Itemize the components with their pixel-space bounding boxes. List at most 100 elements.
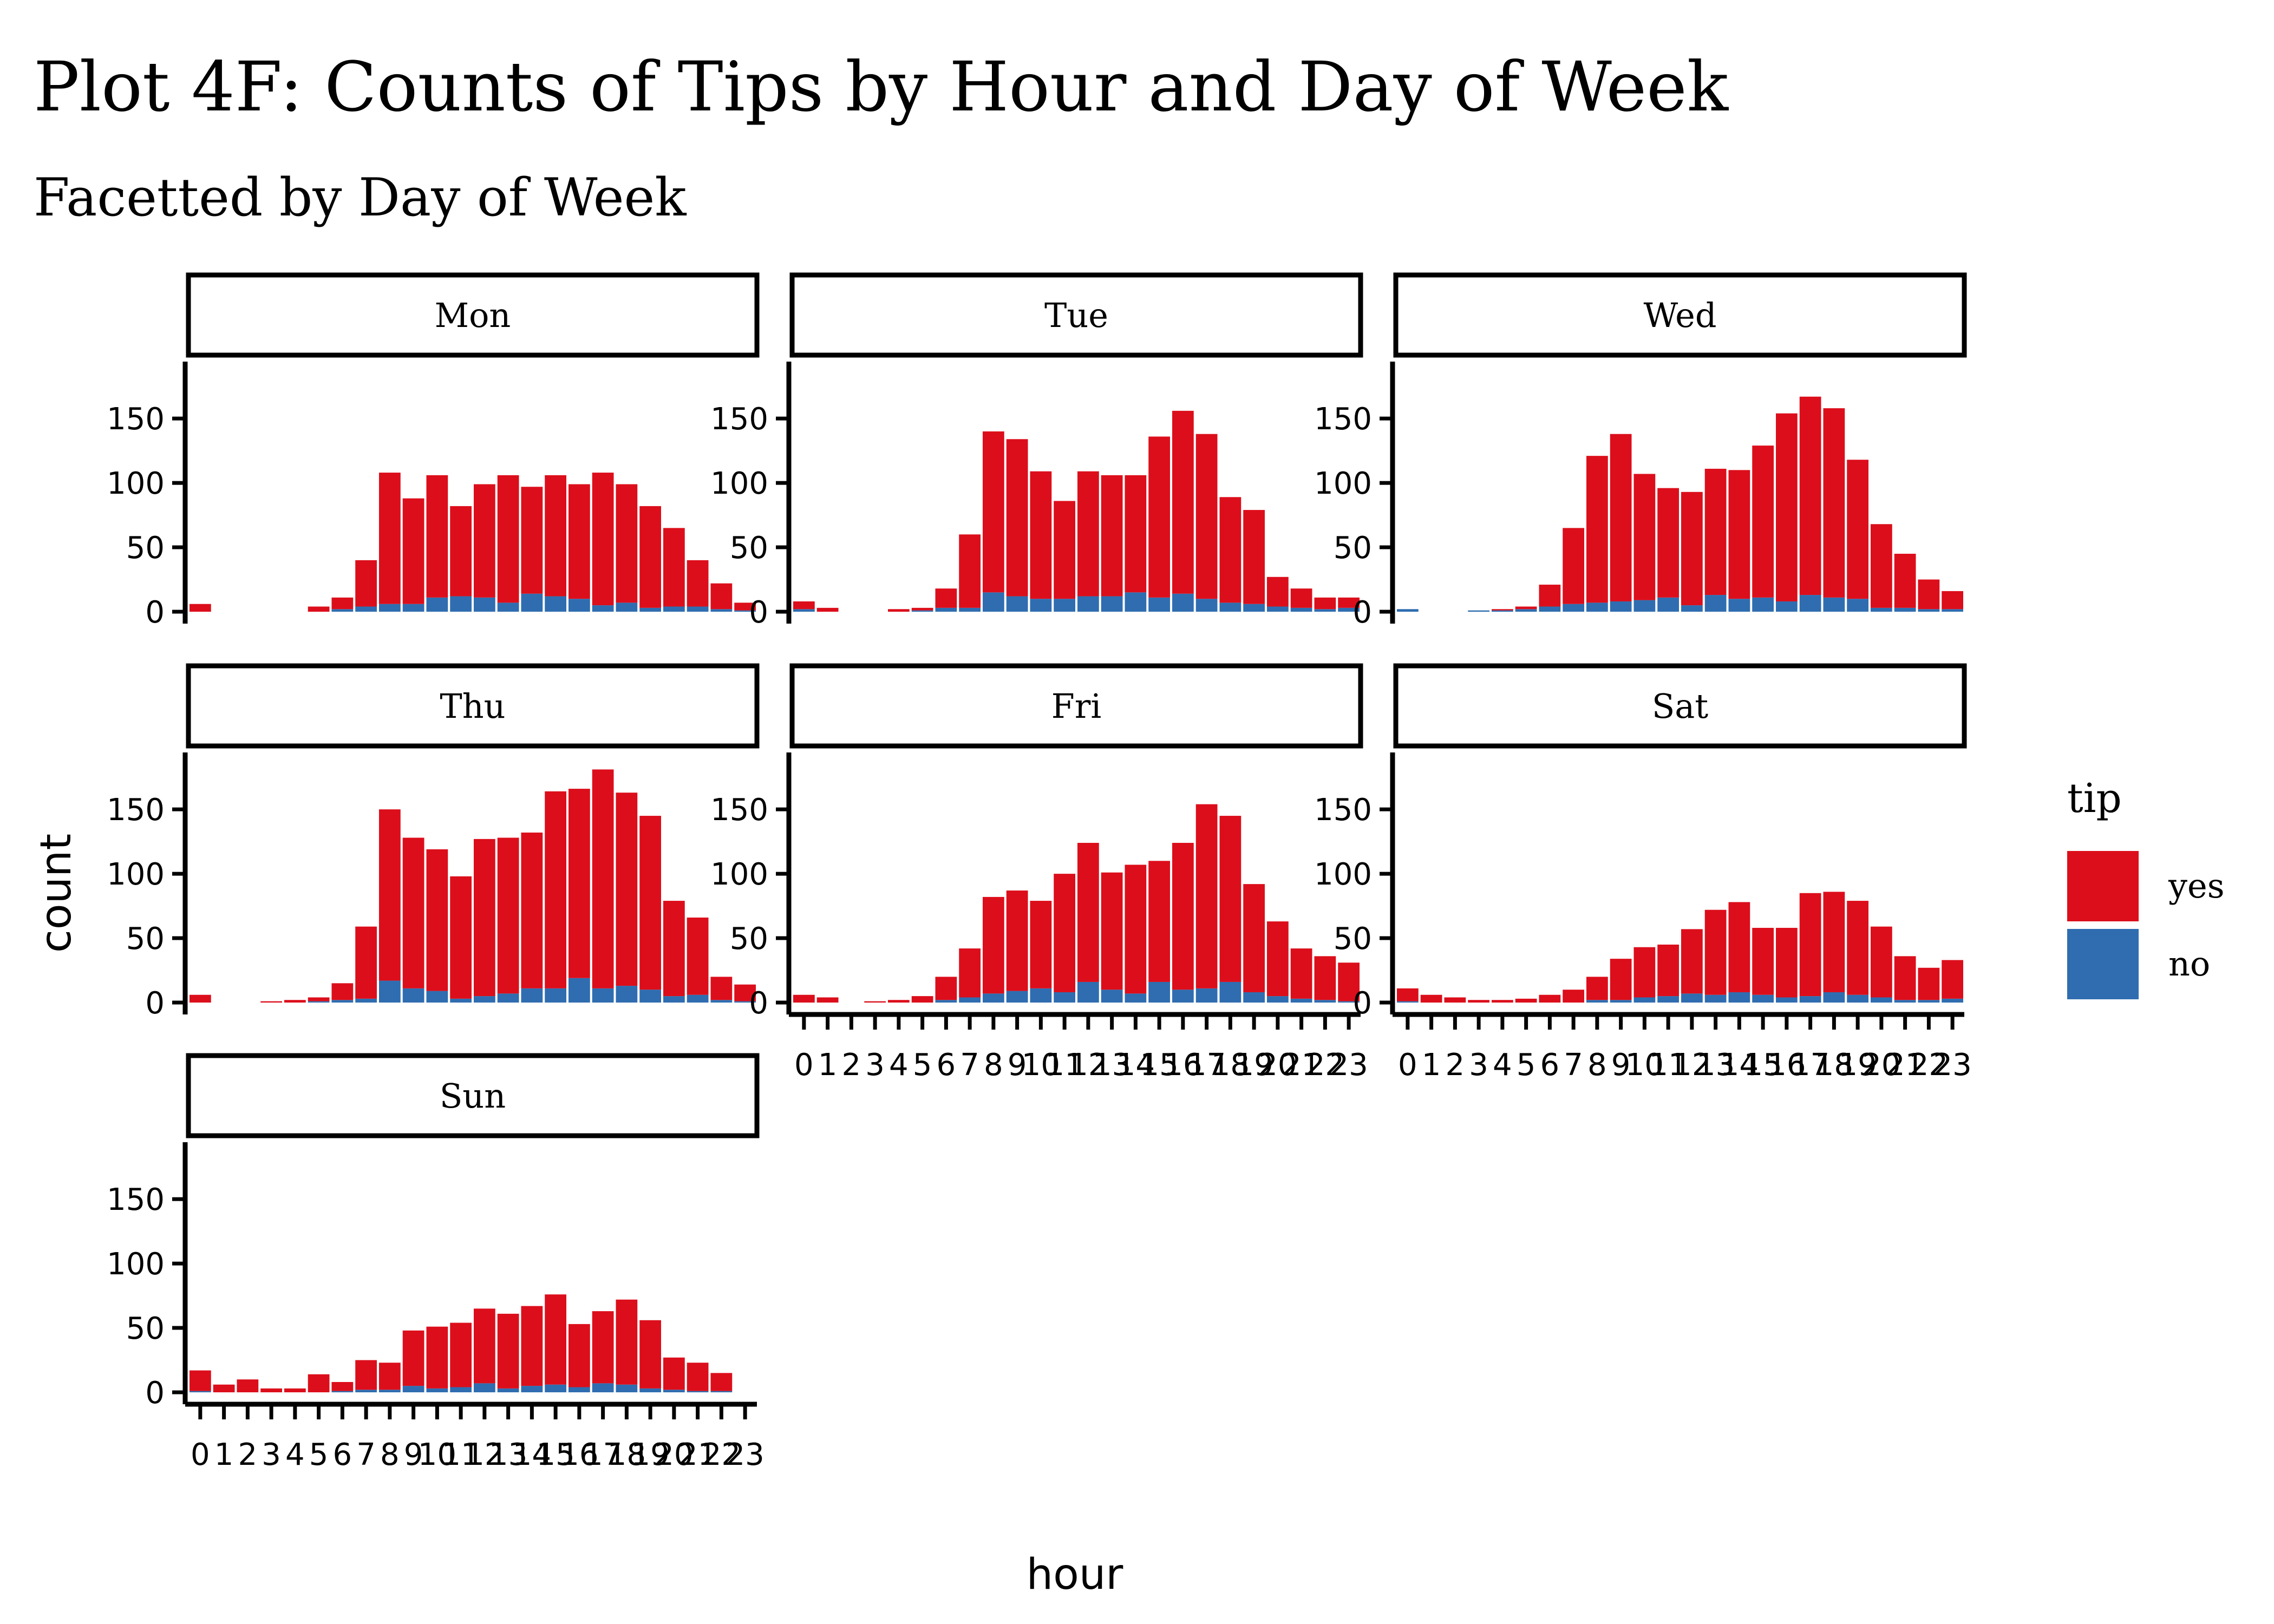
bar-no-17: [592, 605, 614, 612]
x-tick-label: 0: [794, 1047, 814, 1083]
bar-no-11: [450, 1387, 472, 1392]
bar-yes-13: [497, 475, 519, 603]
bar-no-19: [1847, 994, 1868, 1003]
bar-yes-15: [1148, 861, 1170, 982]
bar-yes-23: [734, 984, 756, 1001]
bar-no-19: [1847, 599, 1868, 612]
bar-no-13: [1101, 596, 1123, 612]
bar-yes-10: [1633, 947, 1656, 998]
bar-yes-13: [1101, 872, 1123, 990]
bar-yes-19: [1243, 510, 1265, 604]
chart-title: Plot 4F: Counts of Tips by Hour and Day …: [34, 47, 1729, 127]
x-tick-label: 18: [1211, 1047, 1250, 1083]
facet-strip-label: Thu: [440, 686, 505, 726]
bar-yes-13: [1704, 468, 1727, 595]
bar-no-6: [331, 609, 354, 612]
bar-yes-23: [1338, 962, 1360, 1001]
bar-yes-3: [864, 1001, 886, 1003]
bar-yes-0: [190, 604, 211, 612]
bar-yes-5: [1515, 606, 1537, 610]
bar-no-18: [1823, 597, 1845, 612]
bar-no-20: [663, 606, 685, 612]
bar-yes-9: [1006, 439, 1028, 597]
bar-yes-2: [1444, 997, 1466, 1003]
bar-no-17: [1799, 996, 1821, 1003]
x-tick-label: 9: [1008, 1047, 1027, 1083]
x-tick-label: 15: [1140, 1047, 1178, 1083]
y-tick-label: 50: [1334, 921, 1372, 957]
x-tick-label: 14: [513, 1437, 551, 1472]
bar-yes-8: [983, 896, 1004, 994]
bar-yes-21: [687, 917, 709, 995]
bar-no-15: [1752, 994, 1774, 1003]
bar-no-16: [568, 978, 590, 1003]
bar-no-6: [935, 607, 957, 612]
y-tick-label: 50: [1334, 531, 1372, 566]
x-tick-label: 10: [1022, 1047, 1060, 1083]
bar-yes-18: [1219, 497, 1241, 603]
bar-yes-18: [1823, 892, 1845, 992]
bar-no-16: [1172, 593, 1194, 612]
bar-yes-12: [474, 1308, 495, 1384]
bar-yes-0: [190, 1370, 211, 1391]
x-tick-label: 13: [1093, 1047, 1131, 1083]
bar-no-7: [959, 997, 981, 1003]
bar-no-16: [568, 1387, 590, 1392]
y-tick-label: 50: [126, 1311, 165, 1346]
x-tick-label: 12: [1069, 1047, 1107, 1083]
bar-no-6: [935, 1000, 957, 1003]
bar-no-12: [1077, 596, 1099, 612]
bar-no-15: [545, 1384, 566, 1392]
x-tick-label: 7: [356, 1437, 376, 1472]
bar-yes-11: [1054, 501, 1075, 599]
bar-no-15: [1148, 981, 1170, 1003]
bar-yes-13: [1704, 909, 1727, 995]
bar-yes-6: [935, 588, 957, 608]
facet-strip: [186, 1053, 760, 1138]
bar-no-5: [308, 1001, 330, 1003]
bar-no-21: [1894, 607, 1916, 612]
bar-no-15: [545, 988, 566, 1003]
facet-strip: [789, 663, 1363, 749]
bar-yes-20: [1267, 577, 1289, 607]
bar-no-20: [1267, 606, 1289, 612]
bar-yes-11: [1657, 488, 1679, 598]
legend: tip yes no: [2067, 775, 2225, 999]
bar-no-11: [450, 998, 472, 1003]
x-tick-label: 14: [1116, 1047, 1155, 1083]
bar-no-21: [687, 994, 709, 1003]
bar-yes-13: [1101, 475, 1123, 597]
x-tick-label: 8: [984, 1047, 1003, 1083]
y-tick-label: 100: [107, 466, 165, 501]
bar-yes-0: [793, 994, 815, 1003]
x-tick-label: 23: [1329, 1047, 1368, 1083]
bar-no-12: [1681, 993, 1703, 1003]
bar-yes-9: [402, 837, 424, 988]
bar-yes-11: [1657, 944, 1679, 997]
y-tick-label: 150: [1314, 793, 1372, 828]
bar-yes-11: [450, 876, 472, 999]
bar-yes-10: [1633, 474, 1656, 600]
x-tick-label: 16: [1164, 1047, 1202, 1083]
bar-no-19: [639, 607, 661, 612]
bar-no-10: [1030, 599, 1052, 612]
bar-no-8: [983, 993, 1004, 1003]
x-tick-label: 20: [1258, 1047, 1297, 1083]
bar-yes-13: [497, 837, 519, 994]
y-tick-label: 150: [107, 402, 165, 437]
bar-no-13: [497, 993, 519, 1003]
bar-no-21: [1894, 1000, 1916, 1003]
y-tick-label: 0: [145, 986, 165, 1021]
bar-yes-23: [1942, 960, 1963, 999]
bar-yes-15: [1752, 446, 1774, 598]
bar-yes-18: [1219, 816, 1241, 982]
bar-yes-10: [1030, 901, 1052, 988]
x-tick-label: 5: [1517, 1047, 1536, 1083]
bar-no-9: [1006, 596, 1028, 612]
y-tick-label: 100: [107, 857, 165, 892]
bar-yes-1: [816, 607, 839, 612]
x-tick-label: 3: [262, 1437, 281, 1472]
bar-no-10: [1030, 988, 1052, 1003]
x-tick-label: 22: [1910, 1047, 1948, 1083]
